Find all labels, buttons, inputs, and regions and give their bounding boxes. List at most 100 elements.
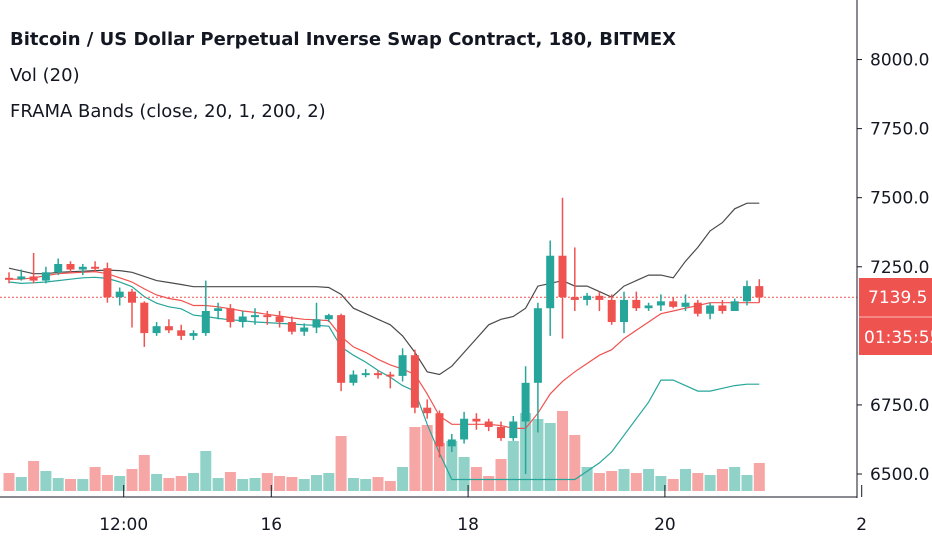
volume-bar bbox=[163, 478, 175, 491]
volume-bar bbox=[716, 469, 728, 491]
candle-body bbox=[681, 302, 690, 307]
volume-bar bbox=[52, 478, 64, 491]
candle-body bbox=[595, 295, 604, 300]
candle bbox=[164, 319, 173, 334]
candle-body bbox=[472, 418, 481, 422]
candle-body bbox=[423, 407, 432, 414]
candle-body bbox=[558, 255, 567, 298]
chart-legend: Bitcoin / US Dollar Perpetual Inverse Sw… bbox=[10, 22, 676, 130]
candle-body bbox=[54, 264, 63, 273]
volume-bar bbox=[89, 467, 101, 491]
candle bbox=[583, 293, 592, 306]
volume-bar bbox=[692, 473, 704, 491]
candle-body bbox=[41, 272, 50, 281]
candle bbox=[730, 298, 739, 311]
candle-body bbox=[140, 302, 149, 334]
volume-bar bbox=[667, 479, 679, 491]
candle bbox=[140, 301, 149, 347]
candle bbox=[632, 291, 641, 311]
candle bbox=[681, 294, 690, 311]
candle bbox=[226, 304, 235, 328]
volume-bar bbox=[126, 469, 138, 491]
candle bbox=[41, 266, 50, 284]
volume-bar bbox=[360, 479, 372, 491]
indicator-legend[interactable]: FRAMA Bands (close, 20, 1, 200, 2) bbox=[10, 101, 326, 122]
candle bbox=[66, 261, 75, 273]
candle-body bbox=[398, 355, 407, 376]
candle-body bbox=[201, 310, 210, 334]
candle-body bbox=[718, 305, 727, 311]
time-tick-label: 18 bbox=[457, 515, 479, 535]
time-axis[interactable]: 12:00 16 18 20 2 bbox=[99, 485, 867, 535]
candle bbox=[54, 258, 63, 276]
frama-mid-band bbox=[9, 271, 760, 429]
volume-bar bbox=[249, 478, 261, 491]
time-tick-label: 20 bbox=[654, 515, 676, 535]
candle-body bbox=[743, 286, 751, 302]
candle-body bbox=[730, 301, 739, 311]
volume-bar bbox=[372, 477, 384, 491]
volume-bar bbox=[77, 479, 89, 491]
time-tick-label: 2 bbox=[856, 515, 867, 535]
candle-body bbox=[5, 277, 13, 280]
candle-body bbox=[115, 291, 124, 298]
time-tick-label: 16 bbox=[260, 515, 282, 535]
candle bbox=[177, 324, 186, 340]
volume-bar bbox=[655, 476, 667, 491]
candle-body bbox=[214, 308, 223, 311]
volume-bar bbox=[384, 481, 396, 491]
candle-body bbox=[546, 255, 555, 309]
candle bbox=[349, 370, 358, 386]
price-tick-label: 6750.0 bbox=[870, 396, 929, 416]
candle bbox=[607, 294, 616, 325]
candle-body bbox=[263, 315, 272, 318]
candle-body bbox=[66, 264, 75, 270]
candle-body bbox=[300, 327, 309, 332]
candle bbox=[620, 291, 628, 334]
candle-body bbox=[349, 374, 358, 383]
price-tag-countdown: 01:35:55 bbox=[864, 328, 932, 348]
candle bbox=[214, 302, 223, 320]
volume-bar bbox=[188, 473, 199, 491]
candle-body bbox=[410, 355, 419, 408]
volume-bar bbox=[323, 473, 335, 491]
price-tick-label: 8000.0 bbox=[870, 51, 929, 71]
volume-bar bbox=[335, 436, 347, 491]
candle-body bbox=[693, 302, 702, 314]
candle-body bbox=[312, 319, 321, 328]
volume-legend[interactable]: Vol (20) bbox=[10, 65, 80, 86]
candle bbox=[435, 410, 444, 458]
candle-body bbox=[533, 308, 542, 383]
frama-lower-band bbox=[8, 276, 760, 481]
candle bbox=[238, 310, 247, 328]
volume-bar bbox=[298, 479, 310, 491]
volume-bar bbox=[483, 476, 495, 491]
candle bbox=[718, 299, 727, 314]
volume-bar bbox=[507, 441, 519, 491]
volume-bar bbox=[261, 473, 273, 491]
volume-histogram bbox=[3, 411, 765, 491]
candle bbox=[644, 302, 653, 311]
volume-bar bbox=[446, 441, 458, 491]
candle bbox=[337, 313, 346, 392]
price-axis[interactable]: 8000.0 7750.0 7500.0 7250.0 6750.0 6500.0 bbox=[857, 51, 929, 485]
volume-bar bbox=[643, 469, 655, 491]
volume-bar bbox=[212, 478, 224, 491]
candle bbox=[484, 418, 493, 432]
volume-bar bbox=[224, 472, 236, 491]
volume-bar bbox=[28, 461, 40, 491]
price-tag-value: 7139.5 bbox=[868, 288, 927, 308]
volume-bar bbox=[421, 425, 433, 491]
candle bbox=[706, 302, 715, 320]
volume-bar bbox=[606, 471, 618, 491]
candle bbox=[263, 310, 272, 325]
candle bbox=[287, 316, 296, 335]
price-tick-label: 7500.0 bbox=[870, 189, 929, 209]
candle bbox=[386, 371, 395, 389]
symbol-title[interactable]: Bitcoin / US Dollar Perpetual Inverse Sw… bbox=[10, 29, 677, 50]
candle-body bbox=[152, 326, 161, 334]
candle bbox=[521, 366, 530, 474]
candle-body bbox=[189, 333, 198, 336]
